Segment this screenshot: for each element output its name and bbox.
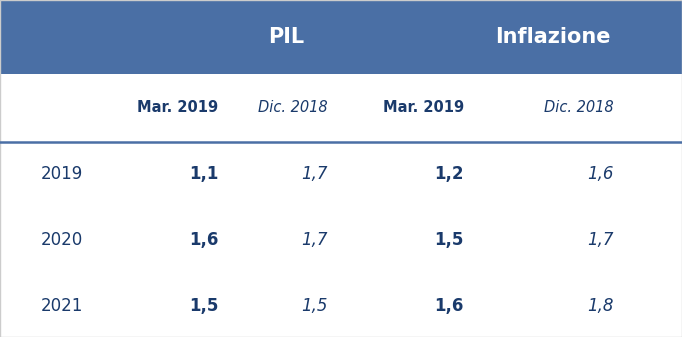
Text: 1,5: 1,5 [189,297,218,315]
FancyBboxPatch shape [0,0,682,74]
Text: Mar. 2019: Mar. 2019 [383,100,464,115]
Text: Dic. 2018: Dic. 2018 [544,100,614,115]
Text: 1,7: 1,7 [587,231,614,249]
Text: Mar. 2019: Mar. 2019 [137,100,218,115]
Text: 1,1: 1,1 [189,165,218,183]
Text: PIL: PIL [269,27,304,47]
Text: 1,7: 1,7 [301,165,327,183]
Text: 1,6: 1,6 [189,231,218,249]
Text: 1,5: 1,5 [434,231,464,249]
Text: 1,6: 1,6 [587,165,614,183]
Text: 1,6: 1,6 [434,297,464,315]
Text: 1,7: 1,7 [301,231,327,249]
Text: 2021: 2021 [41,297,83,315]
Text: 2019: 2019 [41,165,83,183]
Text: 1,5: 1,5 [301,297,327,315]
Text: Dic. 2018: Dic. 2018 [258,100,327,115]
Text: 1,2: 1,2 [434,165,464,183]
Text: 1,8: 1,8 [587,297,614,315]
Text: Inflazione: Inflazione [494,27,610,47]
Text: 2020: 2020 [41,231,83,249]
